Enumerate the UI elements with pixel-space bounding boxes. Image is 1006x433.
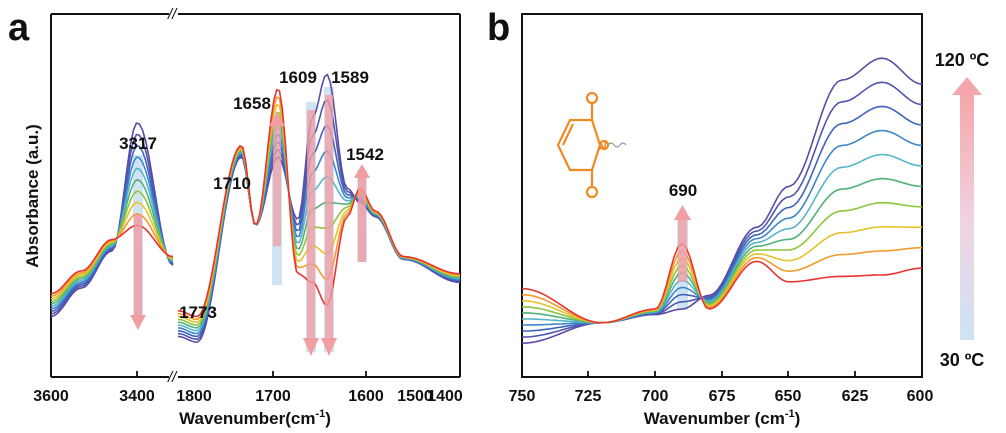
peak-label-1710: 1710 — [213, 174, 251, 193]
peak-label-690: 690 — [669, 181, 697, 200]
panel-a-axis-break-bottom: // — [167, 369, 178, 386]
panel-b-series-line-10 — [521, 242, 923, 324]
panel-a-axes — [50, 13, 461, 378]
panel-b-xtick-600: 600 — [907, 388, 934, 405]
panel-b-xtick-625: 625 — [842, 388, 869, 405]
panel-b-series-line-7 — [521, 201, 923, 324]
panel-b-xtick-750: 750 — [509, 388, 536, 405]
maleimide-structure-icon — [556, 91, 627, 199]
temperature-gradient-bar — [960, 95, 974, 340]
panel-a-xtick-3400: 3400 — [119, 388, 155, 405]
panel-a-ylabel: Absorbance (a.u.) — [23, 124, 42, 268]
panel-a-series-line-9 — [50, 96, 461, 320]
temperature-bottom-label: 30 ºC — [940, 350, 985, 370]
peak-label-1609: 1609 — [279, 68, 317, 87]
panel-a-trend-arrows — [130, 95, 370, 356]
panel-a-series-line-8 — [50, 103, 461, 323]
panel-a-tick-marks — [136, 371, 367, 377]
panel-b-xtick-725: 725 — [575, 388, 602, 405]
panel-a-series-line-10 — [50, 88, 461, 318]
peak-label-3317: 3317 — [119, 134, 157, 153]
panel-a-series-line-5 — [50, 126, 461, 332]
arrow-1609-down — [303, 110, 319, 356]
peak-label-1589: 1589 — [331, 68, 369, 87]
maleimide-nitrogen-label: N — [598, 139, 607, 153]
panel-a-label: a — [8, 7, 30, 49]
panel-b-xtick-650: 650 — [775, 388, 802, 405]
arrow-1658-up — [269, 112, 285, 246]
panel-a: a Absorbance (a.u.) // // 3600 3400 1800… — [8, 6, 463, 428]
panel-a-series-line-7 — [50, 111, 461, 326]
arrow-1542-up — [354, 164, 370, 262]
panel-b-xlabel: Wavenumber (cm-1) — [644, 408, 801, 428]
panel-b-xtick-675: 675 — [709, 388, 736, 405]
panel-b: b 750 725 700 675 650 625 600 Wavenumber… — [487, 7, 989, 428]
panel-b-tick-marks — [587, 371, 856, 377]
peak-label-1658: 1658 — [233, 94, 271, 113]
peak-label-1773: 1773 — [179, 303, 217, 322]
temperature-scale: 120 ºC 30 ºC — [935, 50, 990, 370]
panel-b-label: b — [487, 7, 510, 49]
panel-a-series-line-3 — [50, 124, 461, 338]
panel-a-series-line-2 — [50, 99, 461, 341]
panel-a-xtick-1500: 1500 — [397, 388, 433, 405]
panel-a-xtick-3600: 3600 — [33, 388, 69, 405]
peak-label-1542: 1542 — [346, 145, 384, 164]
panel-a-xtick-1800: 1800 — [176, 388, 212, 405]
arrow-690-up — [674, 205, 691, 282]
panel-b-series-line-8 — [521, 226, 922, 324]
panel-a-xtick-1700: 1700 — [255, 388, 291, 405]
panel-b-spectra — [521, 57, 923, 344]
panel-a-series-line-4 — [50, 134, 461, 335]
panel-a-xtick-1600: 1600 — [348, 388, 384, 405]
temperature-top-label: 120 ºC — [935, 50, 990, 70]
panel-a-xlabel: Wavenumber(cm-1) — [179, 408, 331, 428]
arrow-1589-down — [321, 95, 337, 356]
panel-a-spectra — [50, 73, 461, 343]
temperature-arrow-head — [952, 77, 982, 95]
panel-b-xtick-700: 700 — [642, 388, 669, 405]
panel-a-axis-break-top: // — [167, 6, 178, 23]
panel-a-series-line-1 — [50, 73, 461, 343]
panel-a-xtick-1400: 1400 — [427, 388, 463, 405]
arrow-3317-down — [130, 215, 146, 330]
